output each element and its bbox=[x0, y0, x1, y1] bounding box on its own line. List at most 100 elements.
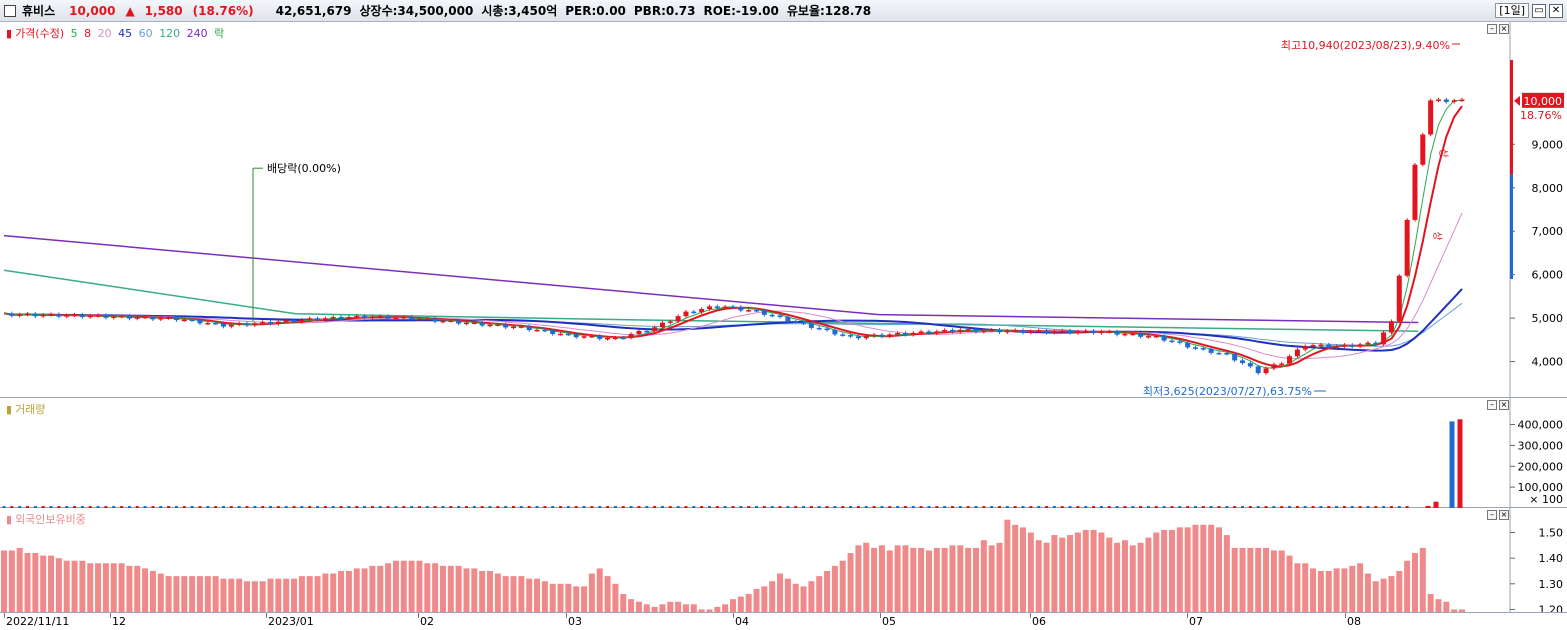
foreign-ratio-bar bbox=[400, 560, 407, 612]
foreign-ratio-bar bbox=[24, 553, 31, 612]
foreign-ratio-bar bbox=[949, 545, 956, 612]
legend-ma240[interactable]: 240 bbox=[186, 27, 208, 40]
legend-ma5[interactable]: 5 bbox=[70, 27, 78, 40]
pane-minimize-icon[interactable]: – bbox=[1487, 400, 1497, 410]
price-chart[interactable]: 4,000 5,000 6,000 7,000 8,000 9,000 배당락(0.00%)… bbox=[0, 22, 1567, 398]
legend-ma120[interactable]: 120 bbox=[159, 27, 181, 40]
volume-chart[interactable]: 100,000 200,000 300,000 400,000 × 100 bbox=[0, 398, 1567, 508]
pane-minimize-icon[interactable]: – bbox=[1487, 510, 1497, 520]
foreign-ratio-bar bbox=[251, 581, 258, 612]
foreign-ratio-bar bbox=[871, 547, 878, 612]
date-label: 04 bbox=[735, 615, 749, 628]
volume-bar bbox=[276, 506, 280, 508]
period-selector[interactable]: [1일] bbox=[1495, 3, 1529, 18]
volume-bar bbox=[927, 506, 931, 508]
volume-bar bbox=[41, 506, 45, 508]
candle-body bbox=[558, 333, 564, 336]
volume-bar bbox=[1045, 506, 1049, 508]
candle-body bbox=[1106, 331, 1112, 333]
candle-body bbox=[769, 314, 775, 317]
volume-bar bbox=[982, 506, 986, 508]
volume-bar bbox=[472, 506, 476, 508]
candle-body bbox=[1232, 353, 1238, 361]
candle-body bbox=[1318, 344, 1324, 347]
volume-bar bbox=[715, 506, 719, 508]
candle-body bbox=[40, 314, 46, 317]
foreign-ratio-bar bbox=[1059, 537, 1066, 612]
candle-body bbox=[1294, 349, 1300, 357]
price-pane[interactable]: ▮ 가격(수정) 5 8 20 45 60 120 240 락 – × 4,000… bbox=[0, 22, 1567, 398]
legend-foreign[interactable]: 외국인보유비중 bbox=[15, 513, 86, 526]
legend-rak[interactable]: 락 bbox=[214, 27, 225, 40]
legend-ma8[interactable]: 8 bbox=[84, 27, 92, 40]
volume-bar bbox=[551, 506, 555, 508]
foreign-ratio-bar bbox=[1302, 563, 1309, 612]
candle-body bbox=[620, 337, 626, 340]
volume-bar bbox=[802, 506, 806, 508]
candle-body bbox=[840, 334, 846, 336]
volume-bar bbox=[1201, 506, 1205, 508]
candle-body bbox=[565, 333, 571, 336]
volume-bar bbox=[417, 506, 421, 508]
foreign-ratio-bar bbox=[79, 560, 86, 612]
legend-ma60[interactable]: 60 bbox=[138, 27, 153, 40]
volume-bar bbox=[849, 506, 853, 508]
foreign-ratio-bar bbox=[1176, 527, 1183, 612]
foreign-ratio-bar bbox=[1411, 553, 1418, 612]
foreign-ratio-bar bbox=[682, 604, 689, 612]
window-checkbox[interactable] bbox=[4, 4, 16, 17]
pane-close-icon[interactable]: × bbox=[1499, 400, 1509, 410]
legend-ma45[interactable]: 45 bbox=[118, 27, 133, 40]
volume-bar bbox=[1264, 506, 1268, 508]
volume-bar bbox=[425, 506, 429, 508]
candle-body bbox=[989, 329, 995, 332]
foreign-ratio-bar bbox=[416, 560, 423, 612]
pane-close-icon[interactable]: × bbox=[1499, 24, 1509, 34]
candle-body bbox=[1459, 99, 1465, 102]
volume-bar bbox=[817, 506, 821, 508]
volume-bar bbox=[394, 506, 398, 508]
foreign-ratio-bar bbox=[353, 568, 360, 612]
volume-bar bbox=[1311, 506, 1315, 508]
foreign-ratio-bar bbox=[439, 565, 446, 612]
foreign-ratio-bar bbox=[541, 581, 548, 612]
volume-bar bbox=[559, 506, 563, 508]
candle-body bbox=[816, 327, 822, 330]
volume-bar bbox=[167, 506, 171, 508]
foreign-pane[interactable]: ▮ 외국인보유비중 – × 1.20 1.30 1.40 1.50 bbox=[0, 508, 1567, 616]
date-label: 2023/01 bbox=[268, 615, 314, 628]
foreign-chart[interactable]: 1.20 1.30 1.40 1.50 bbox=[0, 508, 1567, 616]
candle-body bbox=[1083, 330, 1089, 333]
foreign-ratio-bar bbox=[573, 586, 580, 612]
candle-body bbox=[1357, 344, 1363, 347]
foreign-ratio-bar bbox=[204, 576, 211, 612]
ma120-line bbox=[3, 269, 1419, 332]
maximize-icon[interactable]: ▭ bbox=[1532, 3, 1546, 18]
candle-body bbox=[48, 314, 54, 316]
volume-bar bbox=[1295, 506, 1299, 508]
pane-close-icon[interactable]: × bbox=[1499, 510, 1509, 520]
volume-bar bbox=[856, 506, 860, 508]
legend-ma20[interactable]: 20 bbox=[97, 27, 112, 40]
candle-body bbox=[25, 313, 31, 316]
candle-body bbox=[581, 336, 587, 338]
foreign-ratio-bar bbox=[1357, 563, 1364, 612]
volume-bar bbox=[1170, 506, 1174, 508]
foreign-ratio-bar bbox=[16, 547, 23, 612]
candle-body bbox=[9, 313, 15, 316]
legend-volume[interactable]: 거래량 bbox=[15, 403, 46, 416]
candle-body bbox=[220, 323, 226, 327]
legend-price[interactable]: 가격(수정) bbox=[15, 27, 65, 40]
close-icon[interactable]: ✕ bbox=[1549, 3, 1563, 18]
pane-minimize-icon[interactable]: – bbox=[1487, 24, 1497, 34]
foreign-ratio-bar bbox=[1051, 535, 1058, 612]
candle-body bbox=[738, 306, 744, 311]
candle-body bbox=[173, 317, 179, 321]
candle-body bbox=[1326, 344, 1332, 348]
date-label: 12 bbox=[112, 615, 126, 628]
foreign-ratio-bar bbox=[925, 550, 932, 612]
foreign-ratio-bar bbox=[189, 576, 196, 612]
candle-body bbox=[511, 326, 517, 329]
volume-pane[interactable]: ▮ 거래량 – × 100,000 200,000 300,000 400,000 × 1… bbox=[0, 398, 1567, 508]
foreign-tick-label: 1.20 bbox=[1539, 603, 1564, 612]
